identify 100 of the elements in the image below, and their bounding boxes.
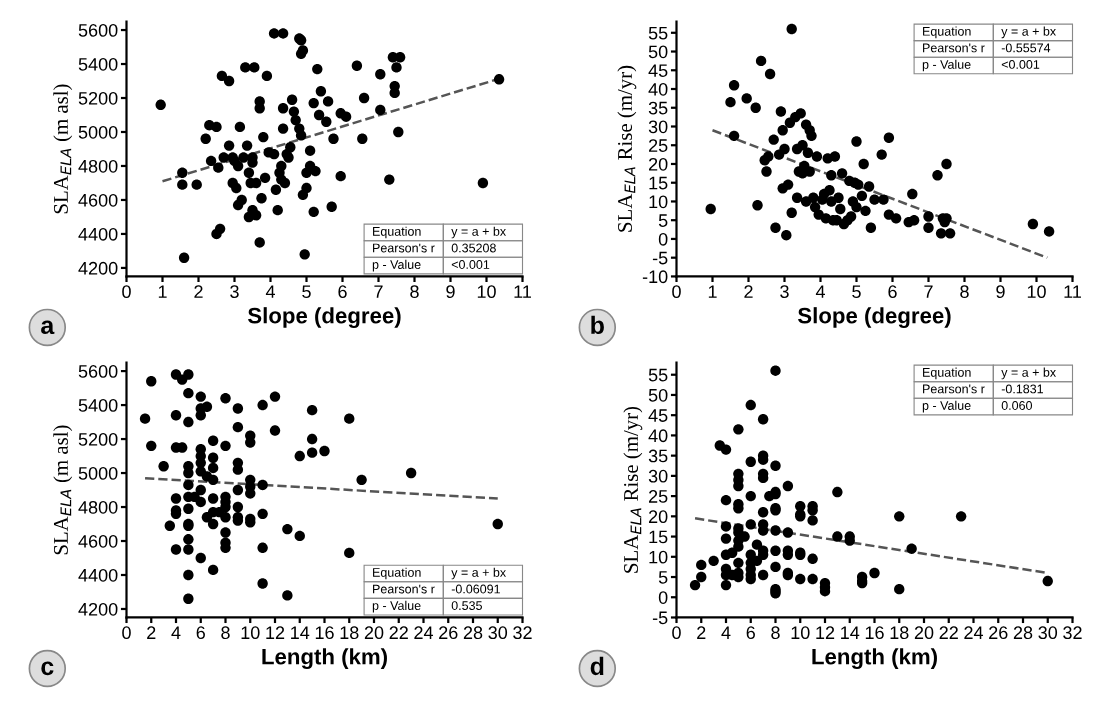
y-tick-label: 4400	[78, 227, 118, 241]
x-tick-label: 14	[291, 626, 310, 639]
x-tick-label: 4	[171, 626, 181, 639]
y-tick-label: 5600	[78, 365, 118, 378]
x-axis-title: Length (km)	[262, 648, 387, 670]
x-tick-label: 4	[815, 285, 825, 298]
x-tick-label: 28	[1013, 626, 1033, 640]
x-tick-label: 30	[488, 626, 508, 640]
y-tick-label: 4400	[78, 568, 118, 582]
y-tick-label: 55	[648, 368, 668, 382]
x-tick-label: 2	[194, 285, 203, 298]
y-tick-label: 30	[648, 469, 668, 483]
y-tick-label: 5400	[78, 399, 118, 412]
y-tick-label: 45	[648, 409, 668, 422]
x-tick-label: 9	[446, 285, 455, 299]
x-tick-label: 10	[791, 626, 810, 640]
x-tick-label: 8	[221, 626, 230, 640]
y-tick-label: 35	[648, 449, 668, 463]
x-tick-label: 16	[315, 626, 334, 640]
text: c	[41, 661, 54, 676]
x-tick-label: 6	[746, 626, 755, 640]
y-tick-label: 5	[658, 214, 668, 227]
y-tick-label: 50	[648, 388, 668, 402]
y-axis-title: SLA$_{ELA}$ (m asl)	[53, 84, 73, 214]
y-axis-title: SLA$_{ELA}$ (m asl)	[53, 425, 73, 555]
x-tick-label: 2	[697, 626, 706, 639]
y-tick-label: 10	[649, 550, 668, 564]
x-tick-label: 14	[841, 626, 860, 639]
x-tick-label: 5	[302, 285, 311, 299]
x-tick-label: 26	[439, 626, 458, 640]
y-tick-label: 5000	[78, 125, 118, 139]
x-tick-label: 0	[672, 285, 681, 299]
x-tick-label: 12	[816, 626, 835, 639]
x-tick-label: 8	[771, 626, 780, 640]
x-tick-label: 6	[338, 285, 347, 299]
y-tick-label: 5200	[78, 432, 118, 446]
y-tick-label: 40	[648, 429, 668, 443]
x-tick-label: 6	[888, 285, 897, 299]
x-tick-label: 3	[230, 285, 239, 299]
y-tick-label: 5	[658, 571, 668, 584]
y-tick-label: 5600	[78, 23, 118, 37]
y-tick-label: 4200	[78, 261, 118, 275]
y-tick-label: 30	[648, 120, 668, 134]
y-tick-label: 55	[648, 26, 668, 40]
x-tick-label: 8	[960, 285, 969, 299]
x-tick-label: 11	[1064, 285, 1081, 298]
x-tick-label: 32	[1063, 626, 1082, 640]
x-tick-label: 11	[514, 285, 531, 298]
x-tick-label: 3	[780, 285, 789, 299]
y-tick-label: 20	[648, 157, 668, 171]
y-tick-label: 20	[648, 510, 668, 524]
y-tick-label: 4800	[78, 159, 118, 173]
y-tick-label: 25	[648, 139, 668, 152]
x-tick-label: 28	[463, 626, 483, 640]
x-tick-label: 2	[744, 285, 753, 298]
y-tick-label: 4600	[78, 534, 118, 548]
y-tick-label: 4600	[78, 193, 118, 207]
x-axis-title: Slope (degree)	[247, 307, 401, 328]
x-tick-label: 9	[996, 285, 1005, 299]
x-tick-label: 5	[852, 285, 861, 299]
y-tick-label: -10	[642, 270, 668, 284]
y-tick-label: 15	[649, 530, 668, 544]
x-tick-label: 18	[890, 626, 909, 640]
x-tick-label: 1	[158, 285, 167, 298]
text: b	[591, 315, 604, 335]
x-tick-label: 24	[414, 626, 434, 639]
y-tick-label: 25	[648, 490, 668, 503]
x-tick-label: 10	[1027, 285, 1046, 299]
y-tick-label: 0	[658, 232, 668, 246]
x-tick-label: 0	[122, 285, 131, 299]
x-tick-label: 2	[147, 626, 156, 639]
x-tick-label: 6	[196, 626, 205, 640]
x-tick-label: 20	[914, 626, 934, 640]
y-tick-label: 50	[648, 45, 668, 59]
x-axis-title: Slope (degree)	[797, 307, 951, 328]
y-tick-label: 40	[648, 82, 668, 96]
x-tick-label: 4	[265, 285, 275, 298]
x-tick-label: 16	[865, 626, 884, 640]
y-axis-title: SLA$_{ELA}$ Rise (m/yr)	[617, 65, 637, 232]
x-tick-label: 22	[939, 626, 958, 639]
x-tick-label: 20	[364, 626, 384, 640]
y-axis-title: SLA$_{ELA}$ Rise (m/yr)	[623, 406, 643, 573]
x-tick-label: 1	[708, 285, 717, 298]
y-tick-label: -5	[652, 611, 668, 625]
y-tick-label: -5	[652, 251, 668, 265]
x-tick-label: 0	[122, 626, 131, 640]
x-tick-label: 8	[410, 285, 419, 299]
y-tick-label: 35	[648, 101, 668, 115]
text: a	[41, 320, 55, 335]
y-tick-label: 4200	[78, 602, 118, 616]
text: d	[590, 656, 604, 676]
x-tick-label: 10	[241, 626, 260, 640]
y-tick-label: 5000	[78, 466, 118, 480]
y-tick-label: 10	[649, 195, 668, 209]
y-tick-label: 45	[648, 64, 668, 77]
y-tick-label: 5200	[78, 91, 118, 105]
x-tick-label: 10	[477, 285, 496, 299]
x-tick-label: 26	[989, 626, 1008, 640]
x-tick-label: 0	[672, 626, 681, 640]
x-tick-label: 7	[374, 285, 383, 298]
